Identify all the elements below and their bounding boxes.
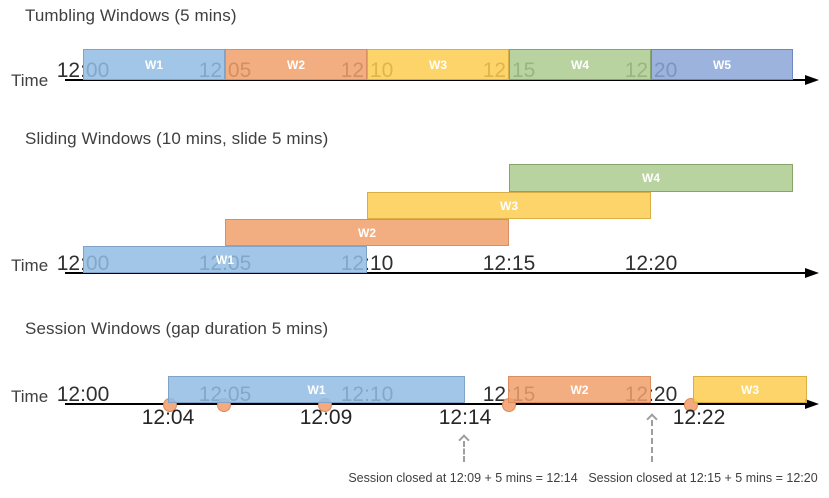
window-w1: W1 (83, 246, 367, 273)
window-label: W1 (145, 57, 163, 72)
section-title: Session Windows (gap duration 5 mins) (25, 319, 329, 338)
section-title: Sliding Windows (10 mins, slide 5 mins) (25, 129, 329, 148)
window-label: W2 (358, 225, 376, 240)
tick-label: 12:15 (482, 252, 536, 275)
window-label: W4 (571, 57, 589, 72)
window-w1: W1 (168, 376, 465, 403)
window-w5: W5 (651, 49, 793, 80)
callout-arrow-line (651, 420, 653, 462)
window-w1: W1 (83, 49, 225, 80)
event-time-label: 12:14 (438, 406, 492, 429)
time-axis-line (65, 79, 806, 81)
annotation-text: Session closed at 12:09 + 5 mins = 12:14 (348, 471, 578, 485)
axis-arrow-icon (805, 268, 819, 278)
time-axis-label: Time (11, 387, 49, 406)
window-label: W2 (287, 57, 305, 72)
event-time-label: 12:09 (299, 406, 353, 429)
window-w2: W2 (225, 49, 367, 80)
window-label: W2 (570, 382, 589, 397)
time-axis-label: Time (11, 256, 49, 275)
tick-label: 12:00 (56, 383, 110, 406)
window-w2: W2 (225, 219, 509, 246)
window-label: W1 (307, 382, 326, 397)
window-w4: W4 (509, 164, 793, 192)
event-time-label: 12:04 (141, 406, 195, 429)
annotation-text: Session closed at 12:15 + 5 mins = 12:20 (588, 471, 818, 485)
callout-arrow-line (463, 441, 465, 462)
axis-arrow-icon (805, 399, 819, 409)
time-axis-line (65, 272, 806, 274)
tick-label: 12:20 (624, 252, 678, 275)
window-w3: W3 (367, 49, 509, 80)
window-w4: W4 (509, 49, 651, 80)
window-w2: W2 (508, 376, 651, 403)
time-axis-line (65, 403, 806, 405)
window-w3: W3 (367, 192, 651, 219)
axis-arrow-icon (805, 75, 819, 85)
window-label: W4 (642, 171, 660, 185)
event-time-label: 12:22 (672, 406, 726, 429)
window-label: W3 (500, 198, 518, 213)
window-label: W1 (216, 252, 234, 267)
window-label: W3 (741, 382, 759, 397)
window-w3: W3 (693, 376, 807, 403)
window-label: W5 (713, 57, 731, 72)
window-label: W3 (429, 57, 447, 72)
section-title: Tumbling Windows (5 mins) (25, 6, 237, 25)
time-axis-label: Time (11, 71, 49, 90)
